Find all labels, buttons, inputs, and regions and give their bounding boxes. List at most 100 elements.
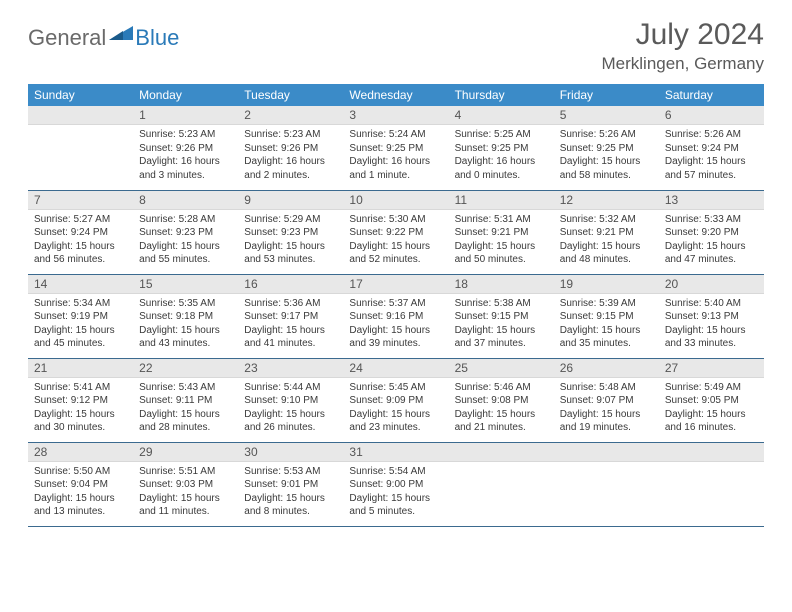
sunset-text: Sunset: 9:13 PM	[665, 310, 758, 324]
week-row: 28Sunrise: 5:50 AMSunset: 9:04 PMDayligh…	[28, 442, 764, 526]
day-number: 1	[133, 106, 238, 125]
daylight-text: Daylight: 15 hours and 19 minutes.	[560, 408, 653, 435]
sunset-text: Sunset: 9:01 PM	[244, 478, 337, 492]
day-content: Sunrise: 5:53 AMSunset: 9:01 PMDaylight:…	[238, 462, 343, 523]
day-number: 5	[554, 106, 659, 125]
daylight-text: Daylight: 15 hours and 48 minutes.	[560, 240, 653, 267]
sunrise-text: Sunrise: 5:26 AM	[665, 128, 758, 142]
day-content: Sunrise: 5:30 AMSunset: 9:22 PMDaylight:…	[343, 210, 448, 271]
day-cell: 27Sunrise: 5:49 AMSunset: 9:05 PMDayligh…	[659, 358, 764, 442]
day-cell: 13Sunrise: 5:33 AMSunset: 9:20 PMDayligh…	[659, 190, 764, 274]
day-number: 6	[659, 106, 764, 125]
weekday-header: Friday	[554, 84, 659, 106]
day-cell: 16Sunrise: 5:36 AMSunset: 9:17 PMDayligh…	[238, 274, 343, 358]
day-cell: 31Sunrise: 5:54 AMSunset: 9:00 PMDayligh…	[343, 442, 448, 526]
location: Merklingen, Germany	[601, 54, 764, 74]
sunrise-text: Sunrise: 5:40 AM	[665, 297, 758, 311]
sunrise-text: Sunrise: 5:44 AM	[244, 381, 337, 395]
day-cell: 25Sunrise: 5:46 AMSunset: 9:08 PMDayligh…	[449, 358, 554, 442]
week-row: 1Sunrise: 5:23 AMSunset: 9:26 PMDaylight…	[28, 106, 764, 190]
sunrise-text: Sunrise: 5:50 AM	[34, 465, 127, 479]
day-content: Sunrise: 5:54 AMSunset: 9:00 PMDaylight:…	[343, 462, 448, 523]
sunrise-text: Sunrise: 5:51 AM	[139, 465, 232, 479]
day-cell: 12Sunrise: 5:32 AMSunset: 9:21 PMDayligh…	[554, 190, 659, 274]
day-cell: 18Sunrise: 5:38 AMSunset: 9:15 PMDayligh…	[449, 274, 554, 358]
day-content: Sunrise: 5:28 AMSunset: 9:23 PMDaylight:…	[133, 210, 238, 271]
weekday-header: Saturday	[659, 84, 764, 106]
sunrise-text: Sunrise: 5:33 AM	[665, 213, 758, 227]
daylight-text: Daylight: 15 hours and 5 minutes.	[349, 492, 442, 519]
daylight-text: Daylight: 15 hours and 45 minutes.	[34, 324, 127, 351]
sunset-text: Sunset: 9:15 PM	[560, 310, 653, 324]
day-content: Sunrise: 5:36 AMSunset: 9:17 PMDaylight:…	[238, 294, 343, 355]
sunset-text: Sunset: 9:25 PM	[560, 142, 653, 156]
daylight-text: Daylight: 15 hours and 16 minutes.	[665, 408, 758, 435]
sunrise-text: Sunrise: 5:39 AM	[560, 297, 653, 311]
calendar-table: Sunday Monday Tuesday Wednesday Thursday…	[28, 84, 764, 527]
day-number	[28, 106, 133, 125]
daylight-text: Daylight: 15 hours and 26 minutes.	[244, 408, 337, 435]
sunrise-text: Sunrise: 5:53 AM	[244, 465, 337, 479]
sunset-text: Sunset: 9:04 PM	[34, 478, 127, 492]
daylight-text: Daylight: 15 hours and 13 minutes.	[34, 492, 127, 519]
month-title: July 2024	[601, 18, 764, 52]
day-number: 30	[238, 443, 343, 462]
day-cell: 10Sunrise: 5:30 AMSunset: 9:22 PMDayligh…	[343, 190, 448, 274]
day-number: 3	[343, 106, 448, 125]
week-row: 14Sunrise: 5:34 AMSunset: 9:19 PMDayligh…	[28, 274, 764, 358]
sunrise-text: Sunrise: 5:23 AM	[244, 128, 337, 142]
day-content: Sunrise: 5:38 AMSunset: 9:15 PMDaylight:…	[449, 294, 554, 355]
sunset-text: Sunset: 9:08 PM	[455, 394, 548, 408]
day-number: 4	[449, 106, 554, 125]
day-number	[449, 443, 554, 462]
day-number: 22	[133, 359, 238, 378]
day-cell: 6Sunrise: 5:26 AMSunset: 9:24 PMDaylight…	[659, 106, 764, 190]
day-content: Sunrise: 5:44 AMSunset: 9:10 PMDaylight:…	[238, 378, 343, 439]
daylight-text: Daylight: 15 hours and 53 minutes.	[244, 240, 337, 267]
day-content: Sunrise: 5:37 AMSunset: 9:16 PMDaylight:…	[343, 294, 448, 355]
daylight-text: Daylight: 15 hours and 58 minutes.	[560, 155, 653, 182]
day-number: 27	[659, 359, 764, 378]
daylight-text: Daylight: 15 hours and 8 minutes.	[244, 492, 337, 519]
weekday-header: Sunday	[28, 84, 133, 106]
sunrise-text: Sunrise: 5:30 AM	[349, 213, 442, 227]
daylight-text: Daylight: 15 hours and 23 minutes.	[349, 408, 442, 435]
sunrise-text: Sunrise: 5:37 AM	[349, 297, 442, 311]
day-content: Sunrise: 5:51 AMSunset: 9:03 PMDaylight:…	[133, 462, 238, 523]
logo-text-blue: Blue	[135, 25, 179, 51]
day-content: Sunrise: 5:26 AMSunset: 9:25 PMDaylight:…	[554, 125, 659, 186]
daylight-text: Daylight: 15 hours and 11 minutes.	[139, 492, 232, 519]
sunrise-text: Sunrise: 5:35 AM	[139, 297, 232, 311]
sunset-text: Sunset: 9:24 PM	[665, 142, 758, 156]
sunrise-text: Sunrise: 5:28 AM	[139, 213, 232, 227]
sunrise-text: Sunrise: 5:54 AM	[349, 465, 442, 479]
day-content: Sunrise: 5:26 AMSunset: 9:24 PMDaylight:…	[659, 125, 764, 186]
day-cell: 7Sunrise: 5:27 AMSunset: 9:24 PMDaylight…	[28, 190, 133, 274]
sunrise-text: Sunrise: 5:23 AM	[139, 128, 232, 142]
daylight-text: Daylight: 15 hours and 52 minutes.	[349, 240, 442, 267]
day-cell: 3Sunrise: 5:24 AMSunset: 9:25 PMDaylight…	[343, 106, 448, 190]
logo-triangle-icon	[109, 24, 133, 45]
sunset-text: Sunset: 9:25 PM	[455, 142, 548, 156]
day-cell: 9Sunrise: 5:29 AMSunset: 9:23 PMDaylight…	[238, 190, 343, 274]
day-cell: 15Sunrise: 5:35 AMSunset: 9:18 PMDayligh…	[133, 274, 238, 358]
day-content: Sunrise: 5:27 AMSunset: 9:24 PMDaylight:…	[28, 210, 133, 271]
day-number	[659, 443, 764, 462]
logo-text-general: General	[28, 25, 106, 51]
day-content: Sunrise: 5:39 AMSunset: 9:15 PMDaylight:…	[554, 294, 659, 355]
daylight-text: Daylight: 16 hours and 3 minutes.	[139, 155, 232, 182]
day-cell: 17Sunrise: 5:37 AMSunset: 9:16 PMDayligh…	[343, 274, 448, 358]
day-cell: 8Sunrise: 5:28 AMSunset: 9:23 PMDaylight…	[133, 190, 238, 274]
sunset-text: Sunset: 9:26 PM	[244, 142, 337, 156]
day-number: 16	[238, 275, 343, 294]
day-number: 2	[238, 106, 343, 125]
sunset-text: Sunset: 9:23 PM	[139, 226, 232, 240]
day-content: Sunrise: 5:25 AMSunset: 9:25 PMDaylight:…	[449, 125, 554, 186]
sunset-text: Sunset: 9:22 PM	[349, 226, 442, 240]
day-cell: 26Sunrise: 5:48 AMSunset: 9:07 PMDayligh…	[554, 358, 659, 442]
day-content: Sunrise: 5:40 AMSunset: 9:13 PMDaylight:…	[659, 294, 764, 355]
sunset-text: Sunset: 9:25 PM	[349, 142, 442, 156]
day-content: Sunrise: 5:45 AMSunset: 9:09 PMDaylight:…	[343, 378, 448, 439]
header: General Blue July 2024 Merklingen, Germa…	[28, 18, 764, 74]
day-content: Sunrise: 5:23 AMSunset: 9:26 PMDaylight:…	[238, 125, 343, 186]
